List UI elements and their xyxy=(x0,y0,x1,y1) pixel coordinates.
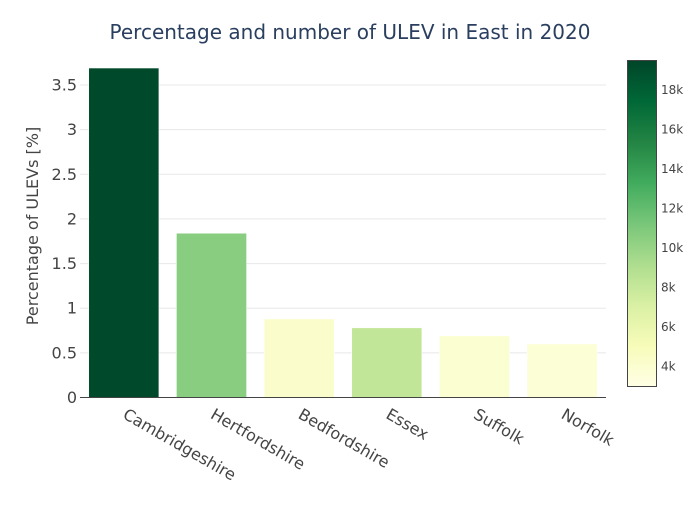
bars xyxy=(88,67,598,398)
bar-suffolk[interactable] xyxy=(439,335,510,398)
colorbar-tick-labels: 4k 6k 8k 10k 12k 14k 16k 18k xyxy=(661,83,683,374)
y-tick-label: 1 xyxy=(67,299,77,318)
colorbar-tick-label: 10k xyxy=(661,241,683,255)
y-tick-label: 3.5 xyxy=(52,76,77,95)
bar-bedfordshire[interactable] xyxy=(263,318,335,398)
y-tick-label: 3 xyxy=(67,120,77,139)
colorbar-tick-label: 8k xyxy=(661,281,676,295)
y-tick-label: 1.5 xyxy=(52,254,77,273)
bar-norfolk[interactable] xyxy=(526,343,598,398)
y-tick-label: 0 xyxy=(67,388,77,407)
colorbar: 4k 6k 8k 10k 12k 14k 16k 18k xyxy=(627,60,683,387)
x-tick-label: Bedfordshire xyxy=(295,405,393,472)
x-tick-label: Essex xyxy=(383,405,432,444)
bar-hertfordshire[interactable] xyxy=(176,232,247,398)
bar-cambridgeshire[interactable] xyxy=(88,67,160,398)
y-tick-label: 0.5 xyxy=(52,343,77,362)
colorbar-tick-label: 4k xyxy=(661,360,676,374)
colorbar-tick-label: 6k xyxy=(661,320,676,334)
x-tick-labels: CambridgeshireHertfordshireBedfordshireE… xyxy=(120,405,618,485)
chart-title: Percentage and number of ULEV in East in… xyxy=(110,20,591,44)
colorbar-tick-label: 18k xyxy=(661,83,683,97)
colorbar-gradient xyxy=(627,60,657,387)
y-axis-title: Percentage of ULEVs [%] xyxy=(23,127,42,325)
y-tick-label: 2.5 xyxy=(52,165,77,184)
colorbar-tick-label: 14k xyxy=(661,162,683,176)
x-tick-label: Norfolk xyxy=(558,405,618,451)
y-tick-label: 2 xyxy=(67,209,77,228)
colorbar-tick-label: 12k xyxy=(661,202,683,216)
y-tick-labels: 0 0.5 1 1.5 2 2.5 3 3.5 xyxy=(52,76,77,408)
colorbar-tick-label: 16k xyxy=(661,123,683,137)
bar-essex[interactable] xyxy=(351,327,423,398)
gridlines xyxy=(80,84,606,354)
x-tick-label: Suffolk xyxy=(471,405,529,449)
